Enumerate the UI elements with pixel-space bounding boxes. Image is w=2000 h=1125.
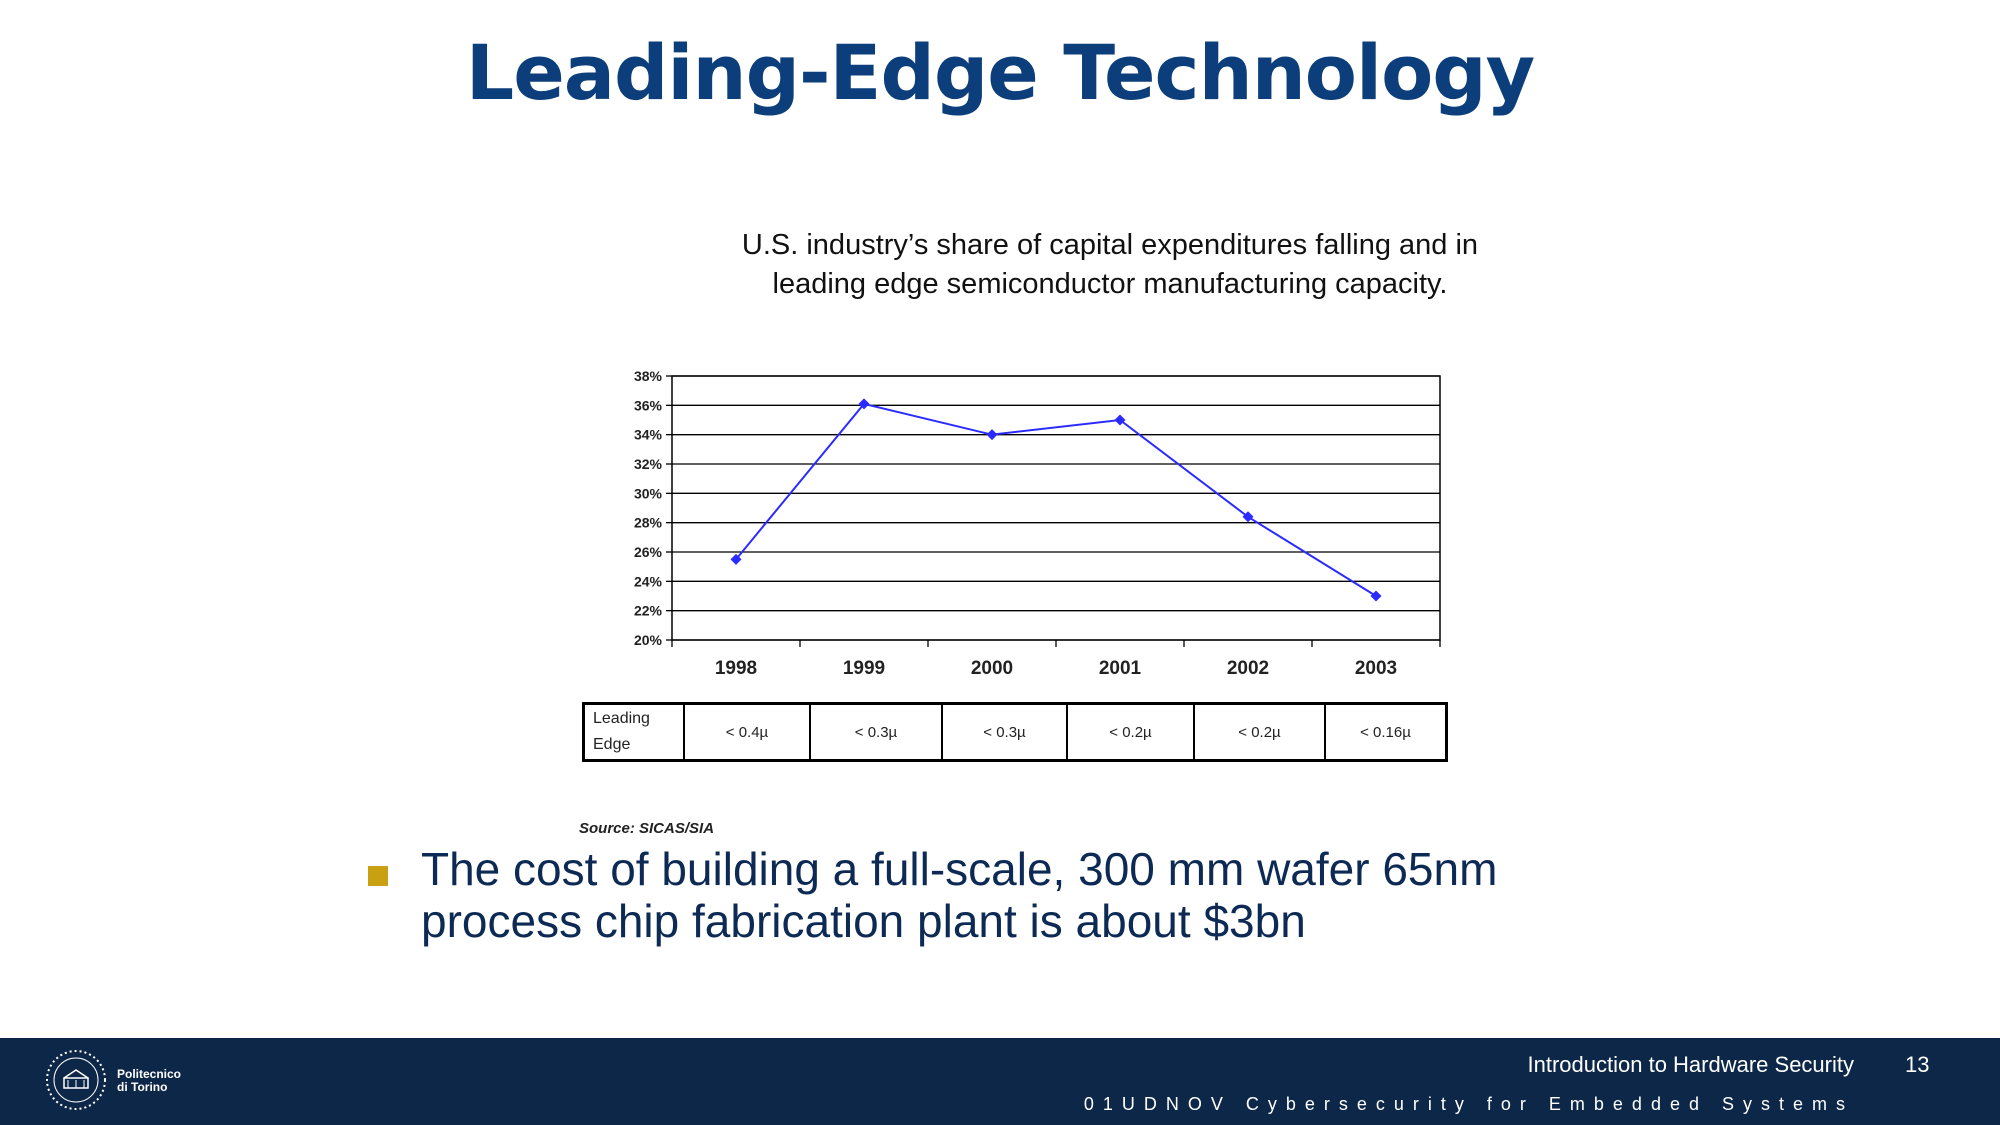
bullet-line-1: The cost of building a full-scale, 300 m… — [421, 843, 1498, 895]
table-cell-1998: < 0.4µ — [683, 702, 811, 762]
chart-title: U.S. industry’s share of capital expendi… — [560, 226, 1660, 304]
table-cell-2000: < 0.3µ — [941, 702, 1068, 762]
series-line — [735, 402, 1377, 597]
y-tick-label: 22% — [634, 603, 663, 619]
x-tick-label: 1998 — [715, 658, 757, 679]
y-tick-label: 36% — [634, 397, 663, 413]
x-tick-label: 2000 — [971, 658, 1013, 679]
chart-title-line-2: leading edge semiconductor manufacturing… — [772, 268, 1448, 300]
x-tick-label: 1999 — [843, 658, 885, 679]
bullet-line-2: process chip fabrication plant is about … — [421, 895, 1306, 947]
y-tick-label: 38% — [634, 368, 663, 384]
y-tick-label: 20% — [634, 632, 663, 648]
data-point — [986, 429, 998, 441]
footer-course-title: Introduction to Hardware Security — [1527, 1052, 1855, 1077]
row-label-line-2: Edge — [593, 736, 631, 753]
x-tick-label: 2003 — [1355, 658, 1397, 679]
footer-course-code: 01UDNOV Cybersecurity for Embedded Syste… — [1083, 1094, 1854, 1114]
y-tick-label: 30% — [634, 485, 663, 501]
bullet-text: The cost of building a full-scale, 300 m… — [421, 843, 1621, 947]
table-cell-2002: < 0.2µ — [1193, 702, 1326, 762]
y-tick-label: 32% — [634, 456, 663, 472]
table-cell-2001: < 0.2µ — [1066, 702, 1195, 762]
table-row: Leading Edge < 0.4µ < 0.3µ < 0.3µ < 0.2µ… — [582, 702, 1448, 762]
x-tick-label: 2001 — [1099, 658, 1142, 679]
leading-edge-table: Leading Edge < 0.4µ < 0.3µ < 0.3µ < 0.2µ… — [582, 702, 1448, 762]
y-tick-label: 24% — [634, 573, 663, 589]
y-tick-label: 26% — [634, 544, 663, 560]
plot-frame — [671, 375, 1441, 641]
data-point — [1370, 590, 1382, 602]
table-row-header: Leading Edge — [582, 702, 685, 762]
page-number: 13 — [1905, 1052, 1930, 1077]
slide-title: Leading-Edge Technology — [465, 28, 1535, 117]
university-seal-icon — [46, 1050, 106, 1110]
x-tick-label: 2002 — [1227, 658, 1269, 679]
data-point — [1242, 511, 1254, 523]
bullet-square-icon — [368, 866, 388, 886]
y-tick-label: 34% — [634, 427, 663, 443]
y-tick-label: 28% — [634, 515, 663, 531]
footer-bar: Politecnico di Torino Introduction to Ha… — [0, 1038, 2000, 1125]
data-point — [730, 553, 742, 565]
data-point — [1114, 414, 1126, 426]
data-point — [858, 398, 870, 410]
table-cell-2003: < 0.16µ — [1324, 702, 1448, 762]
logo-text: Politecnico di Torino — [117, 1067, 182, 1094]
row-label-line-1: Leading — [593, 710, 650, 727]
chart-source: Source: SICAS/SIA — [579, 820, 715, 837]
table-cell-1999: < 0.3µ — [809, 702, 943, 762]
chart-title-line-1: U.S. industry’s share of capital expendi… — [741, 229, 1479, 261]
line-chart: 20% 22% 24% 26% 28% 30% 32% 34% 36% 38% 1998 1999 20… — [634, 368, 1441, 679]
